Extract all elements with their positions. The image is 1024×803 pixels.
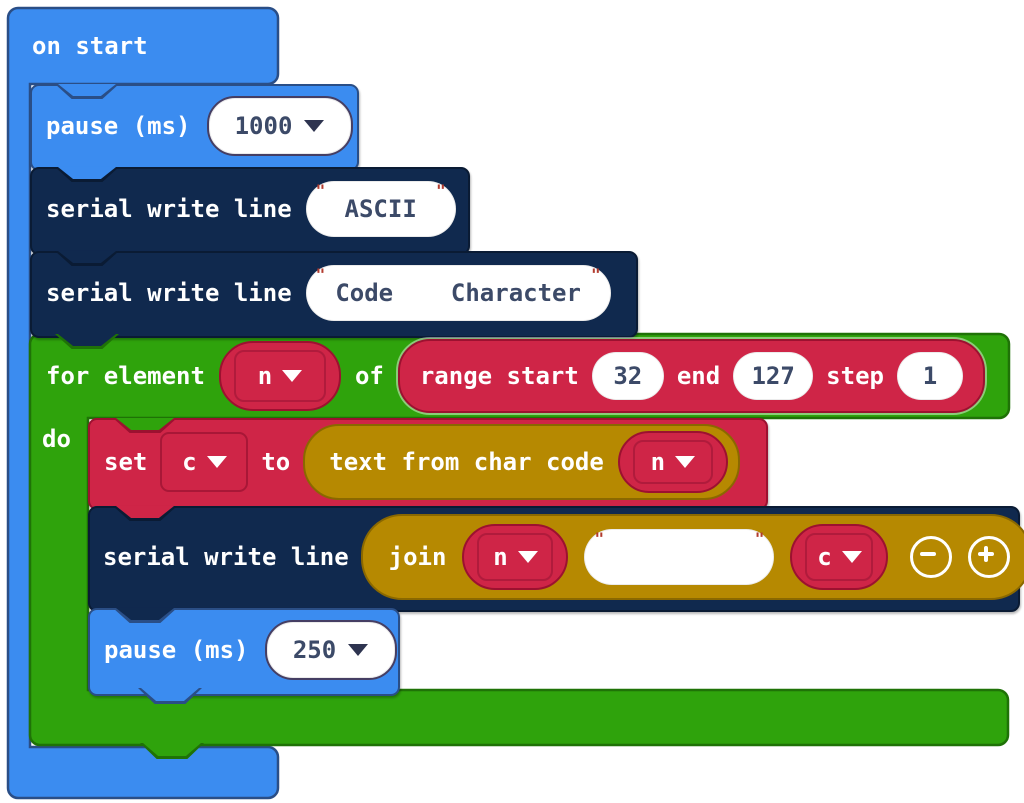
range-start-field[interactable]: 32 <box>591 352 664 400</box>
join-label: join <box>388 543 447 571</box>
serial-join-label: serial write line <box>103 543 349 571</box>
open-quote: " <box>315 181 326 200</box>
pause-1-dropdown[interactable]: 1000 <box>206 95 353 156</box>
on-start-label: on start <box>32 32 148 60</box>
for-element-label: for element <box>46 362 205 390</box>
text-from-char-code-block[interactable]: text from char code n <box>303 424 740 500</box>
set-row: set c to text from char code n <box>88 418 780 506</box>
for-variable-name: n <box>257 362 273 390</box>
notch <box>116 506 174 518</box>
range-step-value: 1 <box>922 362 938 390</box>
dropdown-arrow-icon <box>675 456 696 468</box>
range-start-label: range start <box>419 362 579 390</box>
serial-header-row: serial write line " Code Character " <box>30 251 650 334</box>
dropdown-arrow-icon <box>206 456 227 468</box>
range-start-value: 32 <box>613 362 643 390</box>
plus-icon[interactable] <box>968 536 1011 578</box>
join-string-field[interactable]: " " <box>584 529 775 585</box>
notch <box>58 251 116 263</box>
set-variable-dropdown[interactable]: c <box>160 432 249 492</box>
pause-2-value: 250 <box>292 636 337 664</box>
char-code-variable-name: n <box>650 448 666 476</box>
pause-1-value: 1000 <box>234 111 293 140</box>
for-variable-dropdown[interactable]: n <box>218 341 341 411</box>
join-variable-2-name: c <box>817 543 832 571</box>
dropdown-arrow-icon <box>282 370 303 382</box>
dropdown-arrow-icon <box>517 551 538 563</box>
serial-join-row: serial write line join n " " c <box>88 506 1024 608</box>
set-label: set <box>104 448 148 476</box>
close-quote: " <box>591 264 601 284</box>
for-of-label: of <box>354 362 384 390</box>
set-variable-name: c <box>182 448 197 476</box>
notch <box>116 418 174 430</box>
dropdown-arrow-icon <box>304 119 325 132</box>
char-code-variable-dropdown[interactable]: n <box>617 431 728 493</box>
minus-icon[interactable] <box>910 536 953 578</box>
notch <box>116 608 174 620</box>
close-quote: " <box>754 529 765 548</box>
pause-1-row: pause (ms) 1000 <box>30 84 371 167</box>
nub <box>143 743 201 756</box>
serial-ascii-row: serial write line " ASCII " <box>30 167 482 251</box>
do-label-row: do <box>42 424 71 454</box>
serial-ascii-string-field[interactable]: " ASCII " <box>305 181 456 237</box>
open-quote: " <box>594 529 605 548</box>
join-string-value <box>672 543 686 571</box>
variable-outline <box>233 350 326 402</box>
range-block[interactable]: range start 32 end 127 step 1 <box>397 339 985 413</box>
join-variable-2-dropdown[interactable]: c <box>790 524 889 590</box>
notch <box>58 334 116 346</box>
range-end-label: end <box>676 362 721 390</box>
join-variable-1-dropdown[interactable]: n <box>462 524 569 590</box>
range-step-field[interactable]: 1 <box>896 352 963 400</box>
close-quote: " <box>436 181 446 200</box>
pause-1-label: pause (ms) <box>46 111 191 140</box>
variable-outline <box>632 440 713 484</box>
range-end-value: 127 <box>751 362 795 390</box>
join-variable-1-name: n <box>493 543 508 571</box>
pause-2-dropdown[interactable]: 250 <box>264 620 397 680</box>
serial-ascii-value: ASCII <box>344 195 417 223</box>
do-label: do <box>42 425 71 453</box>
join-block[interactable]: join n " " c <box>360 514 1024 600</box>
serial-header-label: serial write line <box>46 278 292 307</box>
notch <box>58 84 116 96</box>
nub <box>141 688 199 701</box>
for-element-row: for element n of range start 32 end 127 … <box>30 334 1024 418</box>
set-to-label: to <box>261 448 291 476</box>
open-quote: " <box>315 264 326 284</box>
variable-outline <box>477 533 554 581</box>
variable-outline <box>805 533 874 581</box>
dropdown-arrow-icon <box>841 551 862 563</box>
notch <box>58 167 116 179</box>
range-step-label: step <box>826 362 884 390</box>
on-start-header: on start <box>8 8 302 84</box>
dropdown-arrow-icon <box>348 644 369 656</box>
serial-header-value: Code Character <box>335 278 581 307</box>
text-from-char-code-label: text from char code <box>329 448 604 476</box>
serial-ascii-label: serial write line <box>46 195 292 223</box>
serial-header-string-field[interactable]: " Code Character " <box>305 264 611 321</box>
pause-2-label: pause (ms) <box>104 636 249 664</box>
pause-2-row: pause (ms) 250 <box>88 608 412 692</box>
range-end-field[interactable]: 127 <box>733 352 814 400</box>
